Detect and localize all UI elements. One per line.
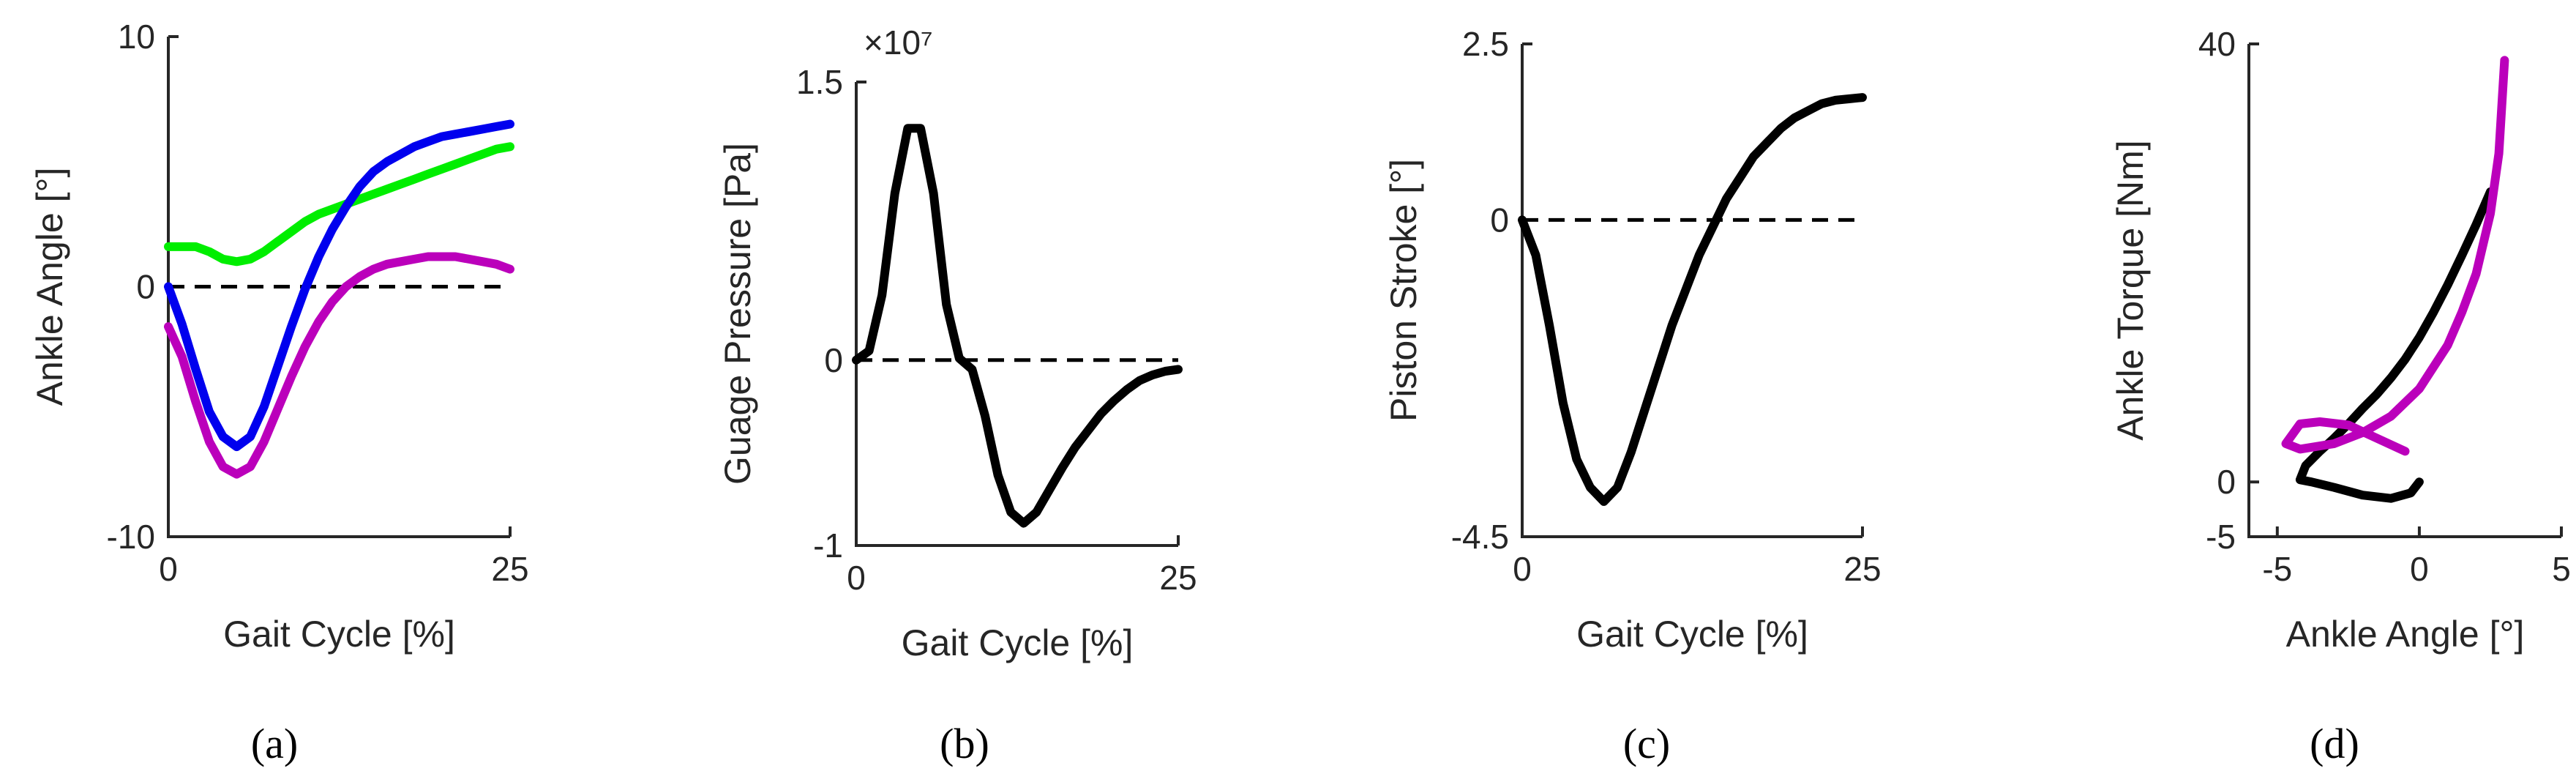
x-axis-label: Gait Cycle [%] xyxy=(1576,614,1808,655)
y-axis-label: Guage Pressure [Pa] xyxy=(717,143,758,485)
series-line-stroke xyxy=(1518,93,1867,506)
y-axis-label: Ankle Torque [Nm] xyxy=(2110,140,2151,440)
x-tick-label: 0 xyxy=(2410,550,2429,588)
y-tick-label: 0 xyxy=(1490,201,1509,239)
y-tick-label: -1 xyxy=(813,526,843,565)
y-tick-label: -4.5 xyxy=(1451,518,1509,556)
series-line-blue xyxy=(164,119,514,452)
series-line-green xyxy=(164,142,514,267)
x-tick-label: 0 xyxy=(159,550,178,588)
series-line-magenta xyxy=(164,252,514,479)
y-tick-label: 10 xyxy=(118,18,155,56)
chart-panel-4: -5 0 40 -5 0 5 Ankle Angle [°] Ankle Torque [Nm… xyxy=(2110,25,2571,767)
x-axis-label: Gait Cycle [%] xyxy=(223,614,455,655)
x-tick-label: 0 xyxy=(847,559,866,597)
series-line-pressure xyxy=(852,124,1183,528)
panel-label: (b) xyxy=(940,720,989,767)
y-tick-label: 40 xyxy=(2198,25,2236,63)
y-tick-label: 0 xyxy=(824,341,843,379)
x-axis-label: Gait Cycle [%] xyxy=(902,622,1134,663)
x-axis-label: Ankle Angle [°] xyxy=(2286,614,2525,655)
y-tick-label: 2.5 xyxy=(1462,25,1509,63)
y-axis-label: Ankle Angle [°] xyxy=(29,168,70,406)
y-tick-label: -10 xyxy=(107,518,155,556)
x-tick-label: 25 xyxy=(491,550,528,588)
y-tick-label: 1.5 xyxy=(796,63,843,101)
series-line-magenta xyxy=(2281,56,2509,456)
x-tick-label: 5 xyxy=(2552,550,2571,588)
panel-label: (c) xyxy=(1623,720,1670,767)
x-tick-label: 0 xyxy=(1513,550,1532,588)
x-tick-label: 25 xyxy=(1843,550,1881,588)
exponent-label: ×10⁷ xyxy=(864,23,933,62)
axes-frame xyxy=(2247,44,2561,538)
x-tick-label: 25 xyxy=(1159,559,1197,597)
y-tick-label: -5 xyxy=(2206,518,2236,556)
y-tick-label: 0 xyxy=(2217,463,2236,501)
panel-label: (d) xyxy=(2310,720,2359,767)
series-line-black xyxy=(2295,187,2495,503)
x-tick-label: -5 xyxy=(2262,550,2292,588)
panel-label: (a) xyxy=(251,720,298,767)
axes-frame xyxy=(1521,44,1862,538)
y-axis-label: Piston Stroke [°] xyxy=(1383,159,1424,422)
y-tick-label: 0 xyxy=(136,268,155,306)
